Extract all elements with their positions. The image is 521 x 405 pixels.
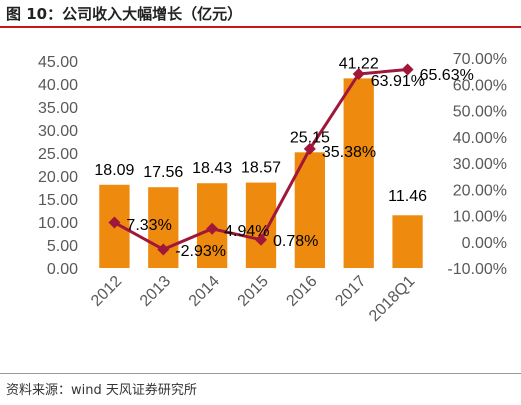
left-axis-tick-label: 20.00 xyxy=(38,169,78,186)
right-axis-tick-label: 20.00% xyxy=(453,182,507,199)
chart-title: 图 10：公司收入大幅增长（亿元） xyxy=(6,5,243,23)
left-axis-tick-label: 5.00 xyxy=(47,238,78,255)
growth-point-2018Q1 xyxy=(401,63,414,76)
growth-line-series xyxy=(108,63,414,256)
left-axis-tick-label: 30.00 xyxy=(38,123,78,140)
x-axis-tick-label: 2013 xyxy=(137,273,174,310)
x-axis-tick-label: 2017 xyxy=(332,273,369,310)
growth-point-2015 xyxy=(255,233,267,246)
growth-value-label: 65.63% xyxy=(420,67,474,84)
bar-2016 xyxy=(294,152,326,268)
right-axis-tick-label: 30.00% xyxy=(453,156,507,173)
right-axis-tick-label: 40.00% xyxy=(453,130,507,147)
x-axis-tick-label: 2012 xyxy=(88,273,125,310)
bar-2015 xyxy=(245,182,277,268)
source-note: 资料来源：wind 天风证券研究所 xyxy=(6,383,197,398)
growth-value-label: -2.93% xyxy=(175,243,226,260)
growth-value-label: 4.94% xyxy=(224,223,269,240)
bar-series xyxy=(99,78,423,268)
growth-point-2017 xyxy=(352,67,365,80)
growth-point-2014 xyxy=(206,222,219,235)
right-axis-tick-label: 0.00% xyxy=(462,235,507,252)
left-axis-tick-label: 15.00 xyxy=(38,192,78,209)
x-axis-tick-label: 2015 xyxy=(235,273,272,310)
growth-point-2012 xyxy=(108,216,121,229)
growth-value-label: 63.91% xyxy=(371,73,425,90)
bar-2018Q1 xyxy=(392,215,423,268)
data-labels: 18.09 17.56 18.43 18.57 25.15 41.22 11.46 7.33%… xyxy=(94,55,473,260)
bar-value-label: 11.46 xyxy=(388,188,427,205)
bar-value-label: 18.09 xyxy=(94,162,134,179)
bar-2017 xyxy=(343,78,374,268)
bar-value-label: 18.43 xyxy=(192,160,232,177)
right-axis-tick-label: -10.00% xyxy=(447,261,507,278)
bar-value-label: 41.22 xyxy=(339,55,379,72)
source-divider xyxy=(0,373,521,374)
right-axis-tick-label: 50.00% xyxy=(453,104,507,121)
growth-point-2013 xyxy=(157,243,170,256)
left-axis-tick-label: 40.00 xyxy=(38,77,78,94)
growth-point-2016 xyxy=(303,142,316,155)
x-axis-tick-label: 2014 xyxy=(186,273,223,310)
bar-value-label: 18.57 xyxy=(241,160,281,177)
left-axis: 0.00 5.00 10.00 15.00 20.00 25.00 30.00 35.00 40… xyxy=(38,54,78,278)
right-axis-tick-label: 60.00% xyxy=(453,77,507,94)
growth-value-label: 35.38% xyxy=(322,144,376,161)
x-axis-tick-label: 2016 xyxy=(283,273,320,310)
title-divider xyxy=(0,26,521,28)
left-axis-tick-label: 35.00 xyxy=(38,100,78,117)
bar-value-label: 25.15 xyxy=(290,129,330,146)
bar-value-label: 17.56 xyxy=(143,164,183,181)
right-axis-tick-label: 10.00% xyxy=(453,209,507,226)
growth-value-label: 7.33% xyxy=(126,217,171,234)
left-axis-tick-label: 25.00 xyxy=(38,146,78,163)
x-axis-tick-label: 2018Q1 xyxy=(366,273,418,325)
revenue-chart: 18.09 17.56 18.43 18.57 25.15 41.22 11.46 7.33%… xyxy=(38,51,507,325)
right-axis: -10.00% 0.00% 10.00% 20.00% 30.00% 40.00% 50.0… xyxy=(447,51,507,278)
growth-value-label: 0.78% xyxy=(273,233,318,250)
right-axis-tick-label: 70.00% xyxy=(453,51,507,68)
left-axis-tick-label: 10.00 xyxy=(38,215,78,232)
left-axis-tick-label: 0.00 xyxy=(47,261,78,278)
left-axis-tick-label: 45.00 xyxy=(38,54,78,71)
